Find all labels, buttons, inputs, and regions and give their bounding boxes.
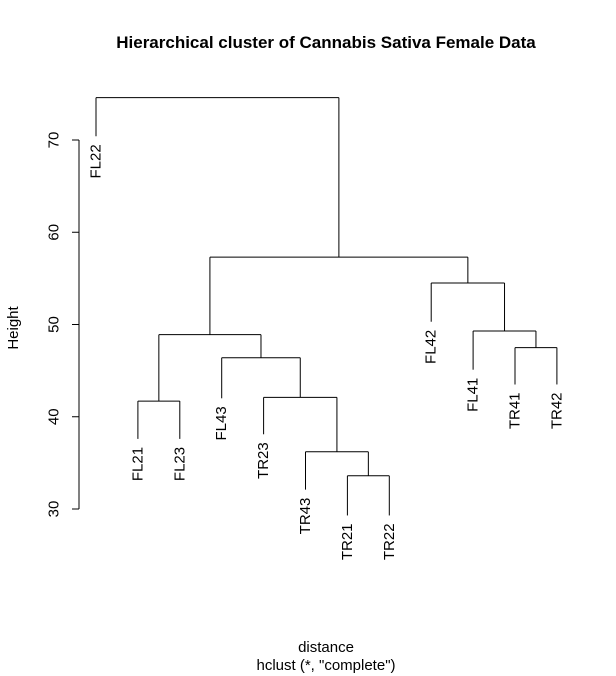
y-tick-label: 40 — [46, 408, 63, 425]
leaf-label-tr22: TR22 — [381, 523, 398, 560]
leaf-label-fl42: FL42 — [423, 330, 440, 364]
method-sublabel: hclust (*, "complete") — [256, 657, 395, 674]
y-axis-label: Height — [5, 305, 22, 349]
x-axis-label: distance — [298, 639, 354, 656]
y-tick-label: 30 — [46, 501, 63, 518]
leaf-labels: FL22 FL21 FL23 FL43 TR23 TR43 TR21 TR22 FL42 FL41… — [88, 144, 566, 560]
leaf-label-fl22: FL22 — [88, 144, 105, 178]
leaf-label-fl43: FL43 — [213, 406, 230, 440]
y-axis: 30 40 50 60 70 — [46, 132, 80, 518]
leaf-label-fl41: FL41 — [465, 378, 482, 412]
dendrogram-tree — [95, 97, 558, 516]
y-tick-label: 70 — [46, 132, 63, 149]
chart-title: Hierarchical cluster of Cannabis Sativa … — [116, 33, 536, 52]
leaf-label-tr21: TR21 — [339, 523, 356, 560]
leaf-label-tr41: TR41 — [507, 392, 524, 429]
y-tick-label: 60 — [46, 224, 63, 241]
y-tick-label: 50 — [46, 316, 63, 333]
leaf-label-tr23: TR23 — [255, 442, 272, 479]
leaf-label-tr42: TR42 — [548, 392, 565, 429]
leaf-label-fl21: FL21 — [129, 447, 146, 481]
leaf-label-tr43: TR43 — [297, 498, 314, 535]
leaf-label-fl23: FL23 — [171, 447, 188, 481]
